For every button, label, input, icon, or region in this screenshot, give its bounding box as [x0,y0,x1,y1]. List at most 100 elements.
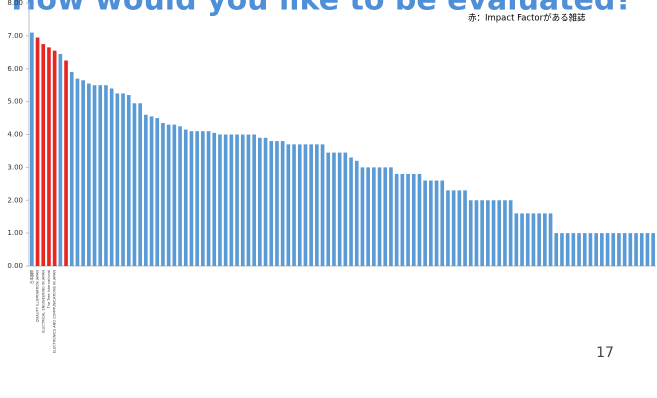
bar [474,200,479,266]
bar [149,116,154,266]
bar [35,37,40,266]
bar [132,103,137,266]
bar [229,134,234,266]
bar [161,122,165,267]
y-tick-label: 7.00 [7,32,23,40]
bar [315,144,319,266]
bar [172,124,177,266]
bar [81,80,85,266]
bar [400,173,405,266]
bar [543,213,547,266]
bar [531,213,536,266]
bar [343,152,348,266]
x-tick-label: QUALITY ILLUMINATION JAPAN [36,270,40,322]
bar [434,180,439,266]
bar [503,200,507,266]
bar [206,131,211,266]
bar [372,167,376,266]
bar [337,152,342,266]
y-tick-label: 0.00 [7,262,23,270]
bar [332,152,336,266]
bar [189,131,194,266]
bar [628,233,633,266]
bar [309,144,313,266]
bar [30,32,34,267]
bar [366,167,370,266]
bar [440,180,445,266]
bar [223,134,228,266]
bar [548,213,553,266]
note: 赤：Impact Factorがある雑誌 [468,13,586,24]
bar [178,126,182,266]
bar [537,213,541,266]
bar [423,180,427,266]
bar [594,233,598,266]
bar [218,134,222,266]
bar [389,167,393,266]
bar [292,144,296,266]
bar [212,132,217,266]
bar [394,173,399,266]
bar [92,85,97,266]
bar [486,200,490,266]
bar [326,152,331,266]
bar [411,173,416,266]
bar [554,233,559,266]
bar [571,233,576,266]
bar [52,50,57,267]
bar [565,233,570,266]
bar [463,190,467,266]
bar [582,233,587,266]
bar [109,88,114,266]
bar [525,213,530,266]
bar [58,53,63,266]
bar [577,233,581,266]
bar [622,233,627,266]
page-number: 17 [596,345,614,361]
bar [645,233,650,266]
bar [286,144,291,266]
bar [246,134,251,266]
bar [47,47,51,266]
bar [520,213,524,266]
bar [514,213,519,266]
bar [41,44,46,266]
bar [252,134,256,266]
y-tick-label: 1.00 [7,229,23,237]
bar [98,85,103,266]
bar [269,141,274,266]
bar [263,137,268,266]
bar [183,129,188,266]
bar [429,180,433,266]
x-tick-label: ELECTRICAL ENGINEERING IN JAPAN [41,270,45,333]
bar [280,141,285,266]
x-tick-label: ELECTRONICS AND COMMUNICATIONS IN JAPAN [53,270,57,354]
bar [87,83,91,266]
y-tick-label: 8.00 [7,0,23,7]
bar [588,233,593,266]
y-tick-label: 3.00 [7,163,23,171]
bar [451,190,456,266]
bar [201,131,205,266]
bar [651,233,655,266]
bar [634,233,638,266]
bar [115,93,120,266]
bar [349,157,353,266]
bar [235,134,239,266]
bar [297,144,302,266]
bar [560,233,564,266]
bar [126,95,131,266]
bar [406,173,410,266]
bar [383,167,388,266]
slide-title: How would you like to be evaluated? [11,0,633,18]
bar [508,200,513,266]
bar [377,167,382,266]
y-tick-label: 5.00 [7,98,23,106]
bar [121,93,125,266]
bar [468,200,473,266]
bar [417,173,422,266]
bar [320,144,325,266]
bar [69,72,74,266]
bar [446,190,450,266]
